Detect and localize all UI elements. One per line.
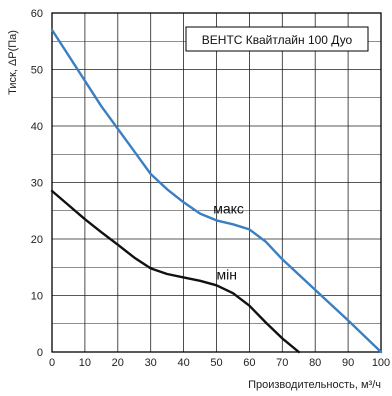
legend-box [185,26,369,52]
x-tick-label: 90 [342,357,354,369]
y-tick-label: 20 [31,234,43,246]
x-tick-label: 70 [276,357,288,369]
y-tick-label: 10 [31,291,43,303]
y-tick-label: 60 [31,8,43,20]
y-tick-label: 0 [37,347,43,359]
x-tick-label: 0 [49,357,55,369]
series-line-макс [50,28,383,354]
x-tick-label: 20 [112,357,124,369]
x-tick-label: 10 [79,357,91,369]
y-tick-label: 50 [31,65,43,77]
x-tick-label: 50 [210,357,222,369]
y-axis-ticks: 0 10 20 30 40 50 60 [31,8,43,359]
x-tick-label: 100 [372,357,390,369]
y-tick-label: 30 [31,178,43,190]
legend-text: ВЕНТС Квайтлайн 100 Дуо [202,33,353,47]
series-layer [50,28,383,354]
x-tick-label: 60 [243,357,255,369]
legend: ВЕНТС Квайтлайн 100 Дуо [185,26,369,52]
plot-frame [51,12,382,353]
y-tick-label: 40 [31,121,43,133]
x-tick-label: 80 [309,357,321,369]
x-axis-label: Производительность, м³/ч [248,379,381,391]
series-labels: макс мін [213,201,244,283]
y-axis-label: Тиск, ΔP(Па) [7,30,19,95]
x-tick-label: 40 [177,357,189,369]
series-line-мін [50,189,300,354]
x-axis-ticks: 0 10 20 30 40 50 60 70 80 90 100 [49,357,390,369]
series-label: мін [217,267,237,283]
x-tick-label: 30 [145,357,157,369]
series-label: макс [213,201,244,217]
